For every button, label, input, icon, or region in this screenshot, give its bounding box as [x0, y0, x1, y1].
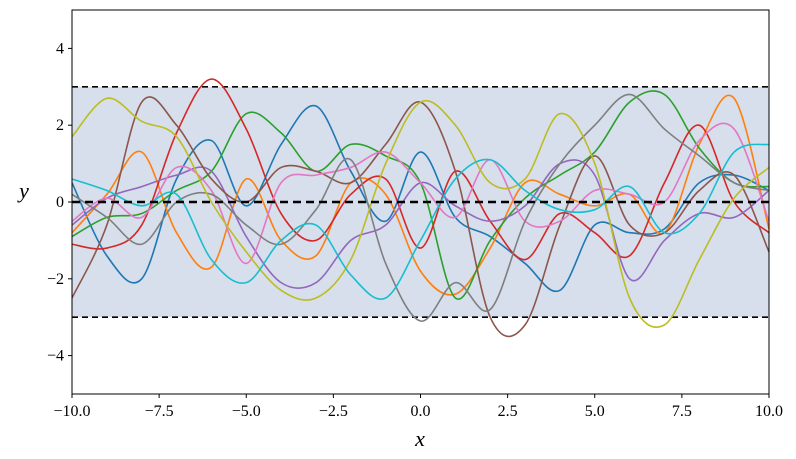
y-tick-label: −2	[47, 271, 64, 288]
series-line	[71, 122, 770, 265]
series-line	[71, 90, 770, 300]
y-tick-label: 0	[56, 194, 64, 211]
x-tick-label: −2.5	[319, 403, 348, 420]
series-line	[71, 93, 770, 322]
series-line	[71, 97, 770, 328]
series-line	[71, 78, 770, 261]
y-tick-label: 4	[56, 40, 64, 57]
y-tick-label: −4	[47, 348, 64, 365]
y-tick-label: 2	[56, 117, 64, 134]
y-axis-label: y	[17, 178, 29, 203]
x-tick-label: 0.0	[411, 403, 431, 420]
series-line	[71, 143, 770, 300]
x-tick-label: 10.0	[755, 403, 783, 420]
x-tick-label: −7.5	[145, 403, 174, 420]
x-axis-label: x	[414, 426, 425, 451]
x-tick-label: −10.0	[53, 403, 90, 420]
x-tick-label: 5.0	[585, 403, 605, 420]
x-tick-label: 7.5	[672, 403, 692, 420]
x-tick-label: 2.5	[498, 403, 518, 420]
band	[72, 86, 769, 318]
series-line	[71, 96, 770, 338]
x-tick-label: −5.0	[232, 403, 261, 420]
